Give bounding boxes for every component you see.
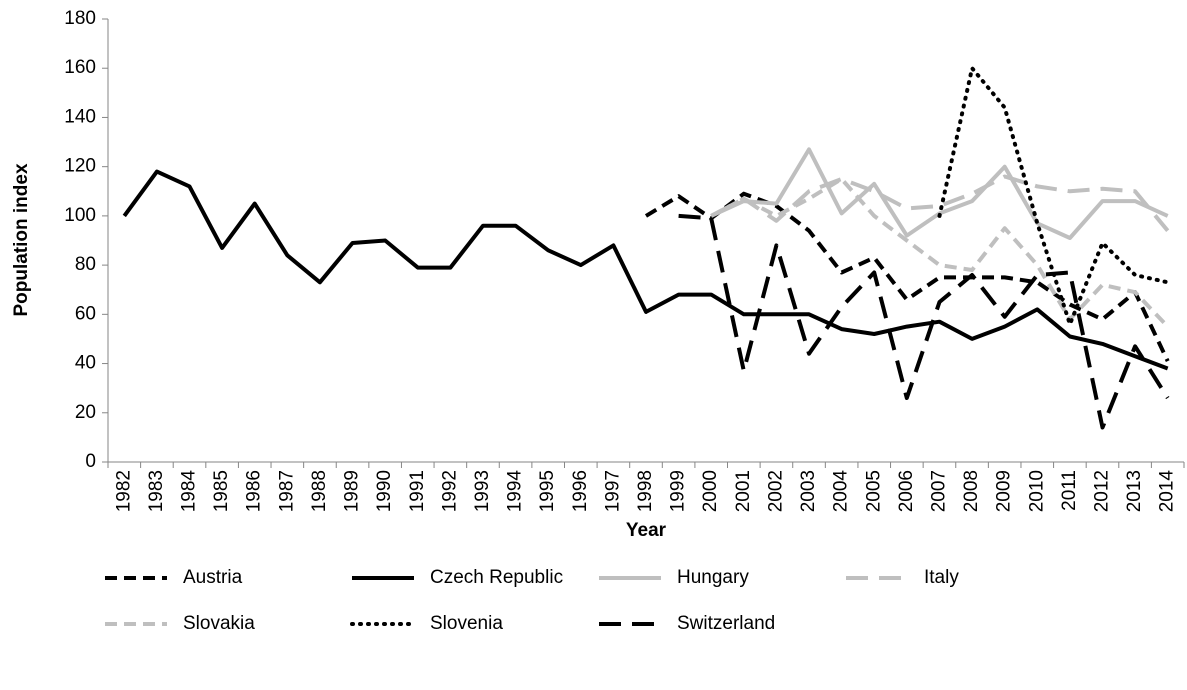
y-tick-label: 140 [64, 106, 96, 127]
y-tick-label: 100 [64, 205, 96, 226]
x-tick-label: 1985 [211, 470, 232, 512]
x-tick-label: 2008 [961, 470, 982, 512]
x-tick-label: 2007 [928, 470, 949, 512]
x-tick-label: 2001 [733, 470, 754, 512]
x-tick-label: 1986 [244, 470, 265, 512]
x-tick-label: 1996 [570, 470, 591, 512]
series-line [937, 66, 1170, 327]
x-tick-label: 1999 [668, 470, 689, 512]
x-tick-label: 2010 [1026, 470, 1047, 512]
x-tick-label: 2002 [765, 470, 786, 512]
y-tick-label: 40 [75, 353, 96, 374]
x-tick-label: 1994 [505, 470, 526, 513]
x-tick-label: 2014 [1157, 470, 1178, 513]
y-tick-label: 160 [64, 57, 96, 78]
y-tick-label: 20 [75, 402, 96, 423]
x-tick-label: 1992 [439, 470, 460, 512]
x-tick-label: 2009 [994, 470, 1015, 512]
x-tick-label: 1987 [276, 470, 297, 512]
x-tick-label: 2000 [700, 470, 721, 512]
x-tick-label: 1990 [374, 470, 395, 512]
y-axis-title: Population index [11, 163, 32, 316]
series-line [678, 213, 1170, 430]
legend-label: Hungary [677, 567, 749, 588]
x-tick-label: 1997 [602, 470, 623, 512]
x-axis-title: Year [626, 520, 667, 541]
x-tick-label: 2013 [1124, 470, 1145, 512]
x-tick-label: 2004 [831, 470, 852, 513]
x-tick-label: 2011 [1059, 470, 1080, 511]
x-tick-label: 1993 [472, 470, 493, 512]
legend-label: Italy [924, 567, 959, 588]
series-line [710, 177, 1170, 328]
x-tick-label: 1984 [179, 470, 200, 513]
x-tick-label: 1998 [635, 470, 656, 512]
y-tick-label: 180 [64, 8, 96, 29]
y-tick-label: 0 [85, 451, 96, 472]
x-tick-label: 2012 [1092, 470, 1113, 512]
x-tick-label: 2006 [896, 470, 917, 512]
x-tick-label: 2005 [863, 470, 884, 512]
y-tick-label: 80 [75, 254, 96, 275]
x-tick-label: 1989 [342, 470, 363, 512]
x-tick-label: 1991 [407, 470, 428, 512]
y-tick-label: 120 [64, 156, 96, 177]
x-tick-label: 1995 [537, 470, 558, 512]
legend-label: Slovenia [430, 613, 503, 634]
series-line [122, 169, 1169, 371]
y-tick-label: 60 [75, 303, 96, 324]
series-line [644, 191, 1170, 362]
series-line [710, 147, 1169, 240]
legend-label: Czech Republic [430, 567, 563, 588]
x-tick-label: 2003 [798, 470, 819, 512]
x-tick-label: 1983 [146, 470, 167, 512]
x-tick-label: 1982 [113, 470, 134, 512]
legend-label: Austria [183, 567, 243, 588]
legend-label: Switzerland [677, 613, 775, 634]
x-tick-label: 1988 [309, 470, 330, 512]
legend-label: Slovakia [183, 613, 255, 634]
